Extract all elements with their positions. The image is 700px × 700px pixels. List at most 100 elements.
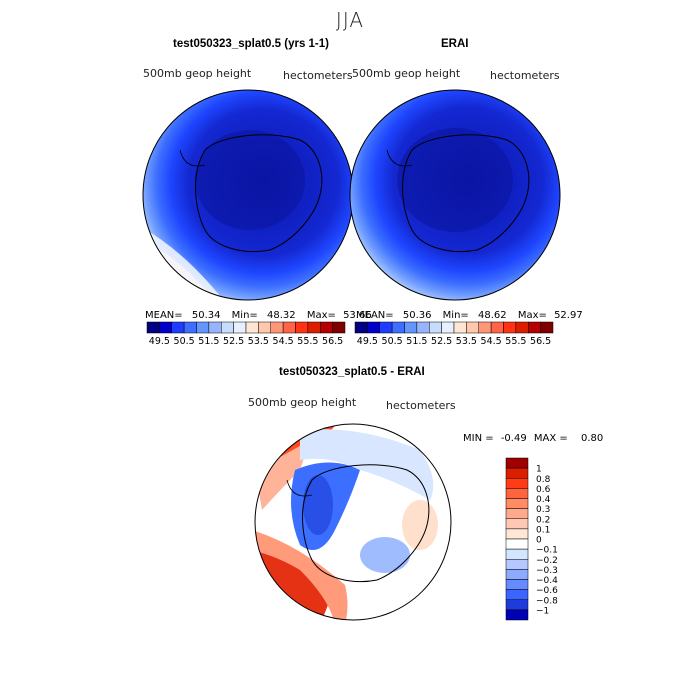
colorbar-swatch (505, 599, 529, 611)
negative-anomaly-core (303, 475, 333, 535)
colorbar-swatch (540, 321, 554, 334)
field-core (397, 128, 513, 232)
colorbar-swatch (183, 321, 197, 334)
colorbar-tick-label: −0.6 (536, 586, 558, 596)
panel-3-units: hectometers (386, 399, 456, 412)
colorbar-swatch (505, 518, 529, 530)
max-value: 53.66 (343, 310, 372, 321)
colorbar-tick-label: 0.8 (536, 475, 551, 485)
colorbar-swatch (490, 321, 504, 334)
colorbar-swatch (441, 321, 455, 334)
colorbar-tick-label: −0.1 (536, 546, 558, 556)
colorbar-swatch (245, 321, 259, 334)
colorbar-swatch (528, 321, 541, 334)
colorbar-swatch (505, 457, 529, 469)
panel-2-title: ERAI (441, 38, 469, 50)
colorbar-tick-label: 56.5 (530, 336, 551, 347)
panel-1-units: hectometers (283, 69, 353, 82)
antarctica-outline (302, 464, 430, 583)
colorbar-swatch (505, 538, 529, 550)
colorbar-swatch (208, 321, 222, 334)
colorbar-swatch (503, 321, 517, 334)
mean-label: MEAN= (356, 310, 394, 321)
colorbar-swatch (505, 508, 529, 519)
colorbar-tick-label: 50.5 (174, 336, 195, 347)
map-panel-2 (349, 89, 561, 301)
peninsula-outline (386, 149, 413, 167)
colorbar-tick-label: 51.5 (406, 336, 427, 347)
panel-3-stats: MIN = -0.49 MAX = 0.80 (463, 433, 603, 444)
colorbar-tick-label: 0.3 (536, 505, 550, 515)
colorbar-swatch (282, 321, 296, 334)
colorbar-tick-label: 51.5 (198, 336, 219, 347)
positive-anomaly-north-fringe (255, 440, 310, 510)
colorbar-swatch (505, 579, 529, 590)
colorbar-tick-label: −0.4 (536, 576, 558, 586)
panel-3-variable-label: 500mb geop height (248, 396, 357, 409)
colorbar-swatch (196, 321, 210, 334)
max-value: 52.97 (554, 310, 583, 321)
colorbar-swatch (354, 321, 368, 334)
mean-label: MEAN= (145, 310, 183, 321)
colorbar-tick-label: 0.6 (536, 485, 551, 495)
panel-2-variable-label: 500mb geop height (352, 67, 461, 80)
colorbar-swatch (320, 321, 333, 334)
min-label: Min= (231, 310, 258, 321)
colorbar-swatch (404, 321, 418, 334)
colorbar-swatch (233, 321, 247, 334)
colorbar-swatch (146, 321, 160, 334)
panel-2-units: hectometers (490, 69, 560, 82)
colorbar-tick-label: 0.2 (536, 515, 550, 525)
colorbar-swatch (416, 321, 430, 334)
panel-1-stats: MEAN= 50.34 Min= 48.32 Max= 53.66 (145, 310, 372, 321)
field-pale-band (143, 228, 225, 300)
colorbar-tick-label: 55.5 (297, 336, 318, 347)
colorbar-tick-label: 53.5 (456, 336, 477, 347)
colorbar-swatch (332, 321, 346, 334)
colorbar-tick-label: 49.5 (149, 336, 170, 347)
antarctica-outline (402, 134, 530, 253)
colorbar-swatch (505, 478, 529, 489)
max-label: MAX = (533, 433, 568, 444)
positive-anomaly-southwest-fringe (255, 530, 348, 620)
panel-1-colorbar: 49.5 50.5 51.5 52.5 53.5 54.5 55.5 56.5 (146, 321, 346, 347)
min-value: -0.49 (500, 433, 527, 444)
colorbar-swatch (171, 321, 185, 334)
panel-1-title: test050323_splat0.5 (yrs 1-1) (173, 38, 329, 50)
map-panel-3 (254, 423, 452, 621)
colorbar-tick-label: 0.4 (536, 495, 551, 505)
colorbar-swatch (295, 321, 309, 334)
colorbar-swatch (379, 321, 393, 334)
mean-value: 50.36 (402, 310, 432, 321)
colorbar-swatch (391, 321, 405, 334)
colorbar-swatch (270, 321, 284, 334)
mean-value: 50.34 (191, 310, 221, 321)
panel-3-title: test050323_splat0.5 - ERAI (279, 366, 425, 378)
min-label: Min= (442, 310, 469, 321)
colorbar-swatch (221, 321, 234, 334)
max-label: Max= (306, 310, 336, 321)
colorbar-tick-label: 0.1 (536, 525, 550, 535)
colorbar-swatch (478, 321, 492, 334)
colorbar-tick-label: −0.2 (536, 556, 558, 566)
panel-2-colorbar: 49.5 50.5 51.5 52.5 53.5 54.5 55.5 56.5 (354, 321, 554, 347)
panel-2-stats: MEAN= 50.36 Min= 48.62 Max= 52.97 (356, 310, 583, 321)
figure-title: JJA (335, 8, 365, 32)
colorbar-swatch (505, 559, 529, 570)
negative-anomaly-south (360, 537, 410, 573)
colorbar-tick-label: 55.5 (505, 336, 526, 347)
map-border (349, 89, 561, 301)
map-border (254, 423, 452, 621)
colorbar-swatch (505, 488, 529, 499)
colorbar-swatch (429, 321, 442, 334)
colorbar-tick-label: −0.8 (536, 596, 558, 606)
colorbar-swatch (505, 467, 529, 479)
colorbar-swatch (505, 609, 529, 621)
colorbar-tick-label: −1 (536, 606, 549, 616)
map-panel-1 (142, 89, 354, 301)
colorbar-swatch (505, 548, 529, 560)
antarctica-outline (195, 134, 323, 253)
colorbar-swatch (505, 528, 529, 540)
colorbar-tick-label: 54.5 (481, 336, 502, 347)
